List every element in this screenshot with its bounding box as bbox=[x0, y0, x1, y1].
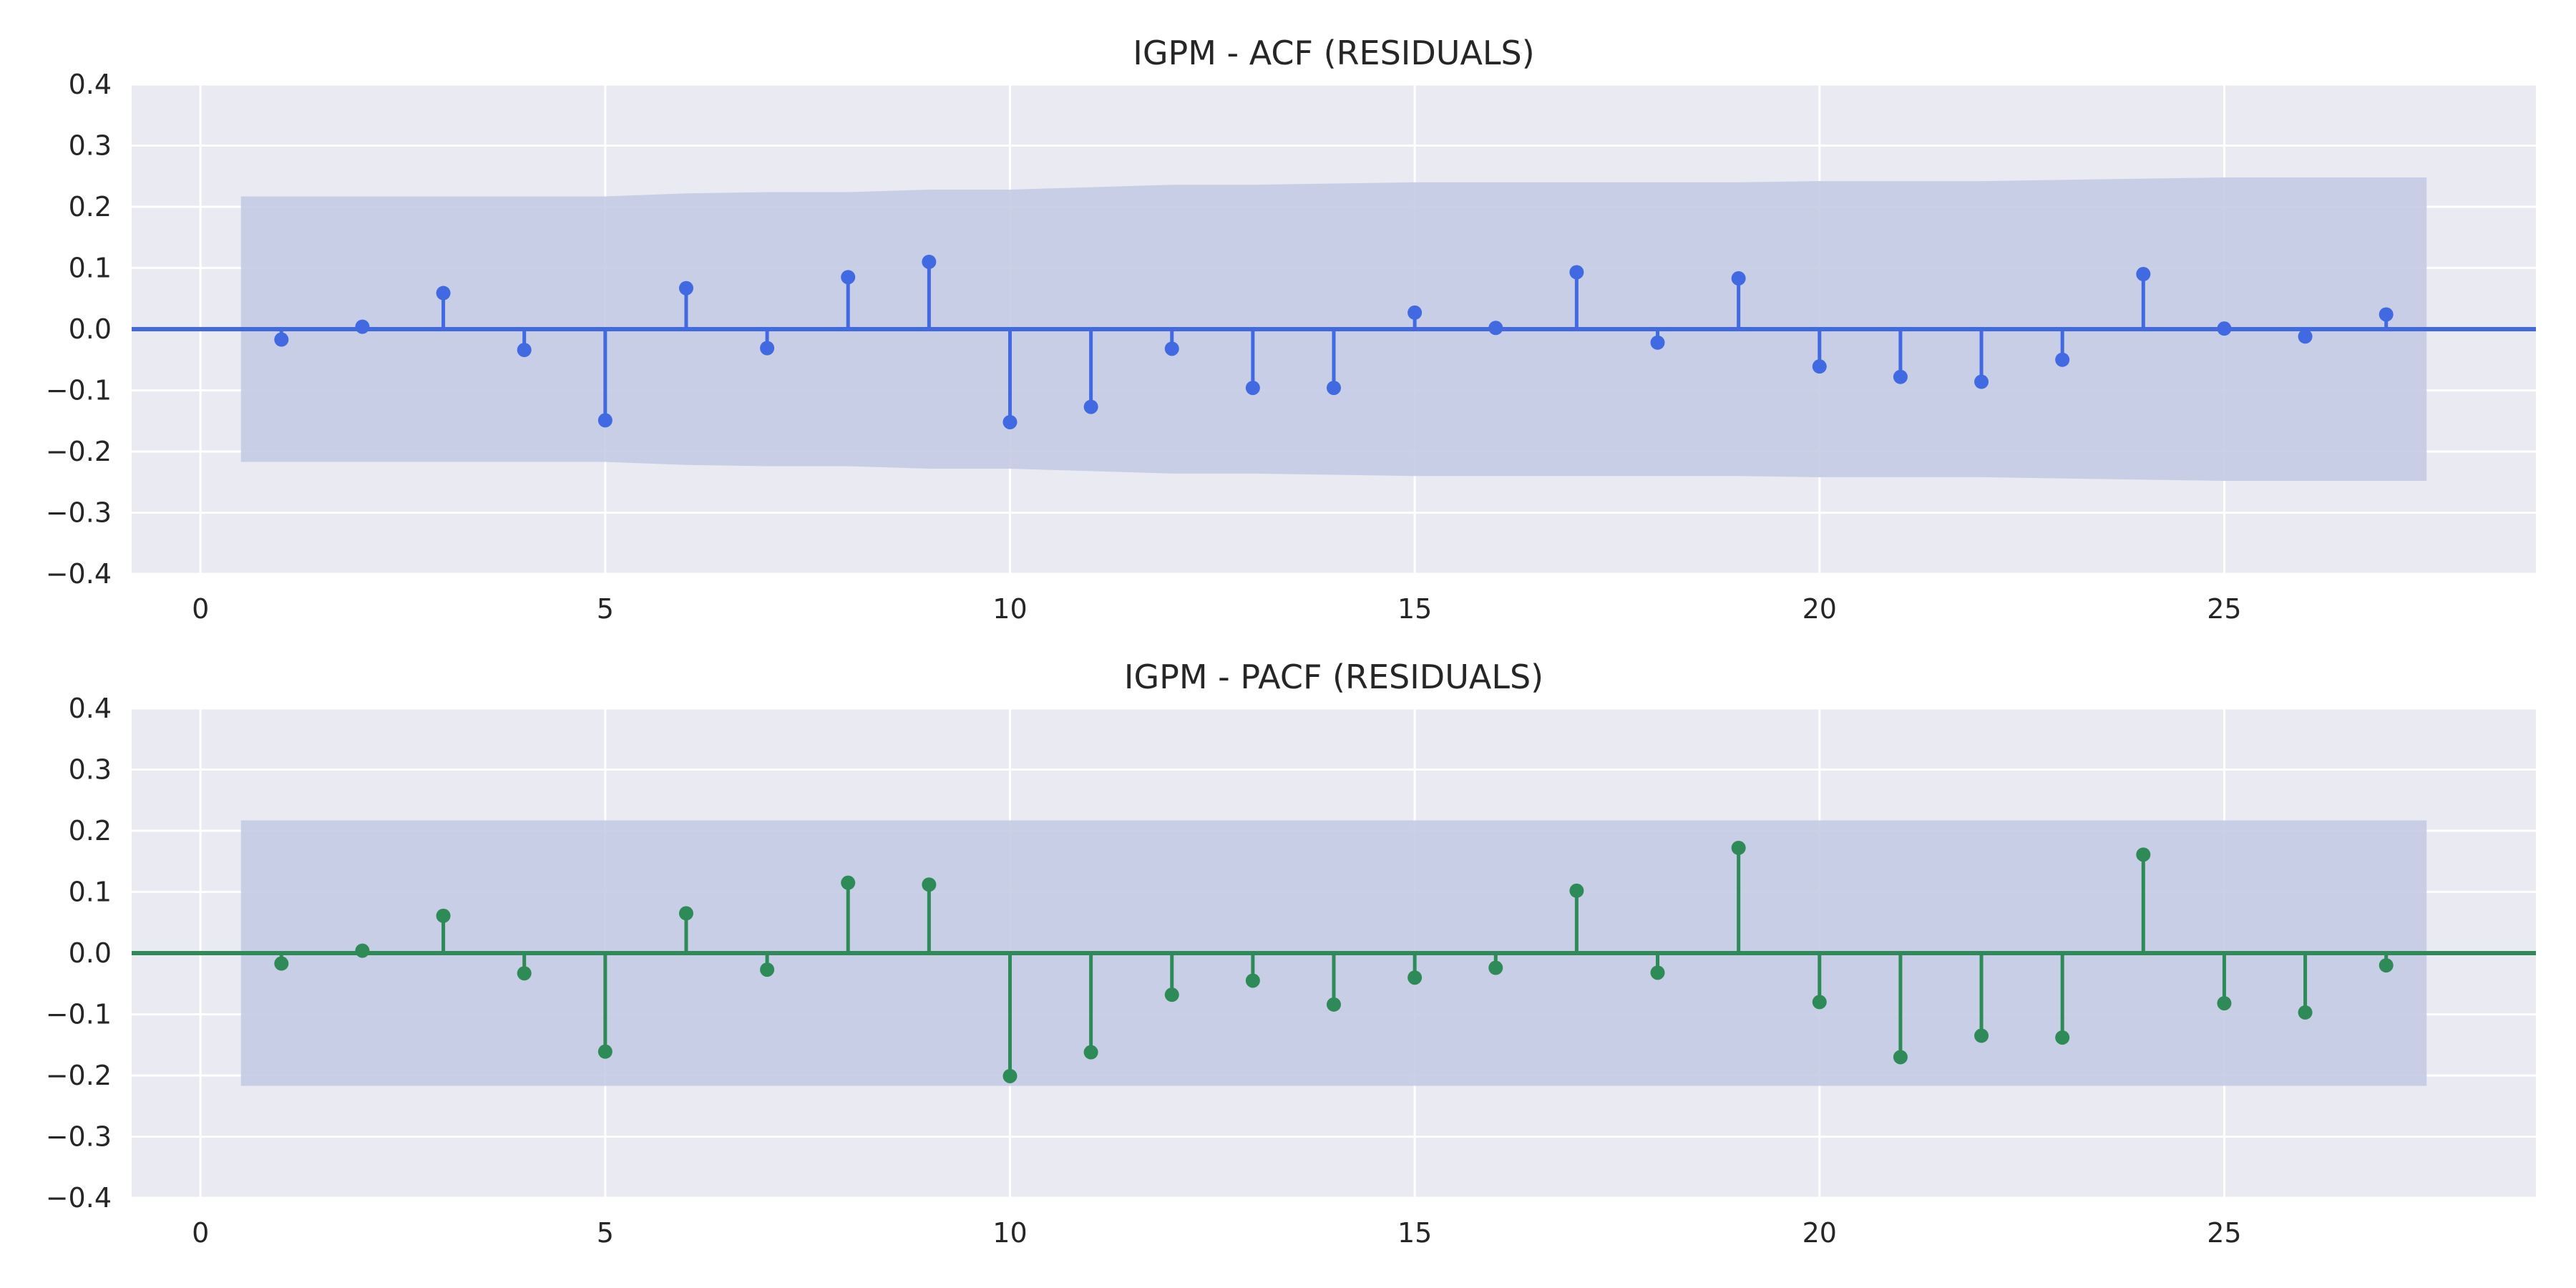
pacf-point-24 bbox=[2136, 847, 2151, 862]
acf-point-8 bbox=[841, 270, 856, 285]
acf-ytick-label-4: 0.0 bbox=[69, 313, 112, 345]
pacf-point-20 bbox=[1812, 995, 1827, 1010]
pacf-xtick-label-5: 25 bbox=[2207, 1217, 2241, 1249]
pacf-xtick-label-3: 15 bbox=[1397, 1217, 1432, 1249]
pacf-point-3 bbox=[436, 908, 451, 923]
acf-xtick-label-0: 0 bbox=[192, 593, 209, 625]
pacf-point-26 bbox=[2298, 1005, 2313, 1020]
pacf-ytick-label-0: −0.4 bbox=[46, 1182, 112, 1214]
acf-ytick-label-7: 0.3 bbox=[69, 130, 112, 162]
pacf-point-12 bbox=[1164, 987, 1179, 1002]
acf-ytick-label-2: −0.2 bbox=[46, 436, 112, 467]
acf-ytick-label-0: −0.4 bbox=[46, 558, 112, 590]
acf-point-3 bbox=[436, 286, 451, 301]
pacf-xtick-label-2: 10 bbox=[992, 1217, 1027, 1249]
pacf-point-23 bbox=[2055, 1030, 2070, 1045]
pacf-ytick-label-5: 0.1 bbox=[69, 877, 112, 908]
acf-point-5 bbox=[597, 413, 613, 428]
pacf-point-25 bbox=[2217, 996, 2232, 1011]
acf-ytick-label-6: 0.2 bbox=[69, 191, 112, 223]
pacf-point-5 bbox=[597, 1044, 613, 1059]
pacf-point-8 bbox=[841, 875, 856, 890]
pacf-ytick-label-8: 0.4 bbox=[69, 693, 112, 724]
pacf-point-7 bbox=[760, 962, 775, 977]
pacf-point-4 bbox=[517, 966, 532, 981]
acf-point-27 bbox=[2379, 307, 2394, 322]
pacf-point-15 bbox=[1407, 970, 1423, 985]
pacf-point-22 bbox=[1974, 1028, 1989, 1043]
pacf-point-11 bbox=[1083, 1045, 1098, 1060]
pacf-point-21 bbox=[1893, 1050, 1908, 1065]
pacf-point-2 bbox=[355, 943, 370, 958]
pacf-ytick-label-7: 0.3 bbox=[69, 754, 112, 786]
pacf-point-6 bbox=[678, 906, 693, 921]
acf-xtick-label-3: 15 bbox=[1397, 593, 1432, 625]
pacf-point-18 bbox=[1650, 965, 1665, 980]
pacf-ytick-label-2: −0.2 bbox=[46, 1060, 112, 1091]
pacf-xtick-label-4: 20 bbox=[1802, 1217, 1837, 1249]
pacf-ytick-label-1: −0.3 bbox=[46, 1121, 112, 1153]
acf-xtick-label-1: 5 bbox=[597, 593, 614, 625]
pacf-point-10 bbox=[1002, 1068, 1018, 1083]
acf-xtick-label-2: 10 bbox=[992, 593, 1027, 625]
acf-point-17 bbox=[1569, 265, 1584, 280]
acf-point-15 bbox=[1407, 305, 1423, 320]
acf-point-4 bbox=[517, 343, 532, 358]
acf-xtick-label-5: 25 bbox=[2207, 593, 2241, 625]
pacf-ytick-label-4: 0.0 bbox=[69, 937, 112, 969]
pacf-point-1 bbox=[274, 956, 289, 971]
acf-point-25 bbox=[2217, 321, 2232, 336]
pacf-point-17 bbox=[1569, 883, 1584, 898]
acf-point-19 bbox=[1731, 271, 1746, 286]
acf-point-16 bbox=[1488, 321, 1503, 336]
acf-point-24 bbox=[2136, 267, 2151, 282]
acf-panel: −0.4 −0.3 −0.2 −0.1 0.0 0.1 0.2 0.3 0.4 0 5 10 15 20 2… bbox=[46, 34, 2536, 625]
pacf-point-14 bbox=[1327, 997, 1341, 1012]
acf-ytick-label-5: 0.1 bbox=[69, 253, 112, 284]
acf-point-11 bbox=[1083, 399, 1098, 414]
acf-point-22 bbox=[1974, 374, 1989, 389]
pacf-panel: −0.4 −0.3 −0.2 −0.1 0.0 0.1 0.2 0.3 0.4 0 5 10 15 20 2… bbox=[46, 658, 2536, 1249]
acf-point-21 bbox=[1893, 369, 1908, 384]
acf-point-2 bbox=[355, 319, 370, 334]
acf-point-20 bbox=[1812, 359, 1827, 374]
acf-point-1 bbox=[274, 332, 289, 347]
acf-xtick-label-4: 20 bbox=[1802, 593, 1837, 625]
pacf-ytick-label-3: −0.1 bbox=[46, 999, 112, 1030]
pacf-title: IGPM - PACF (RESIDUALS) bbox=[1124, 658, 1543, 696]
acf-title: IGPM - ACF (RESIDUALS) bbox=[1133, 34, 1534, 72]
pacf-point-16 bbox=[1488, 960, 1503, 975]
pacf-xtick-label-1: 5 bbox=[597, 1217, 614, 1249]
pacf-ytick-label-6: 0.2 bbox=[69, 815, 112, 847]
acf-ytick-label-1: −0.3 bbox=[46, 497, 112, 529]
acf-point-6 bbox=[678, 280, 693, 296]
acf-point-26 bbox=[2298, 329, 2313, 344]
pacf-point-9 bbox=[922, 877, 937, 892]
acf-point-9 bbox=[922, 254, 937, 269]
acf-point-18 bbox=[1650, 335, 1665, 350]
acf-point-23 bbox=[2055, 352, 2070, 367]
acf-point-12 bbox=[1164, 341, 1179, 356]
acf-point-13 bbox=[1245, 381, 1260, 396]
acf-ytick-label-8: 0.4 bbox=[69, 69, 112, 100]
pacf-point-27 bbox=[2379, 958, 2394, 973]
pacf-point-19 bbox=[1731, 840, 1746, 855]
pacf-point-13 bbox=[1245, 973, 1260, 988]
acf-ytick-label-3: −0.1 bbox=[46, 375, 112, 406]
acf-point-7 bbox=[760, 341, 775, 356]
pacf-xtick-label-0: 0 bbox=[192, 1217, 209, 1249]
acf-point-14 bbox=[1327, 381, 1341, 396]
acf-point-10 bbox=[1002, 414, 1018, 429]
